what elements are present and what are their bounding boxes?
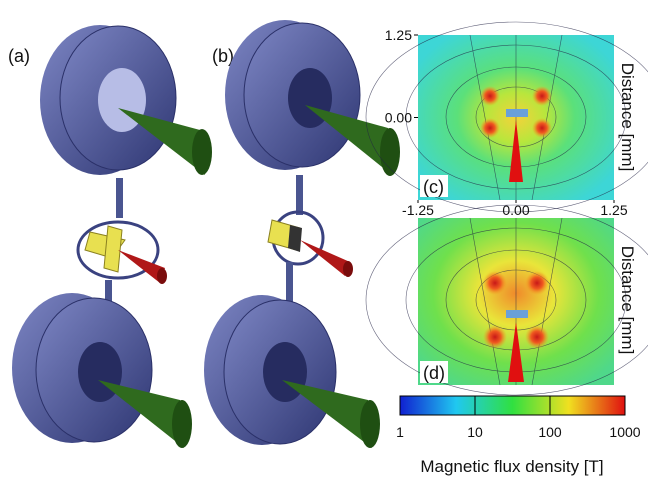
rendering-b [204, 20, 400, 448]
y-axis-label: Distance [mm] [618, 246, 637, 355]
x-tick-label: -1.25 [402, 202, 434, 218]
colorbar-tick-label: 100 [538, 424, 562, 440]
y-tick-label: 1.25 [385, 27, 412, 43]
x-tick-label: 1.25 [600, 202, 627, 218]
colorbar-tick-label: 1 [396, 424, 404, 440]
panel-label: (a) [8, 46, 30, 66]
colorbar [400, 396, 625, 415]
colorbar-tick-label: 10 [467, 424, 483, 440]
colorbar-label: Magnetic flux density [T] [420, 457, 603, 476]
field-map-d: (d) [366, 205, 648, 395]
y-tick-label: 0.00 [385, 110, 412, 126]
y-axis-label: Distance [mm] [618, 63, 637, 172]
rendering-a [12, 25, 212, 448]
colorbar-tick-label: 1000 [609, 424, 640, 440]
panel-label: (d) [423, 363, 445, 383]
x-tick-label: 0.00 [502, 202, 529, 218]
figure: (a) (b) [0, 0, 648, 487]
panel-label: (c) [423, 177, 444, 197]
panel-label: (b) [212, 46, 234, 66]
